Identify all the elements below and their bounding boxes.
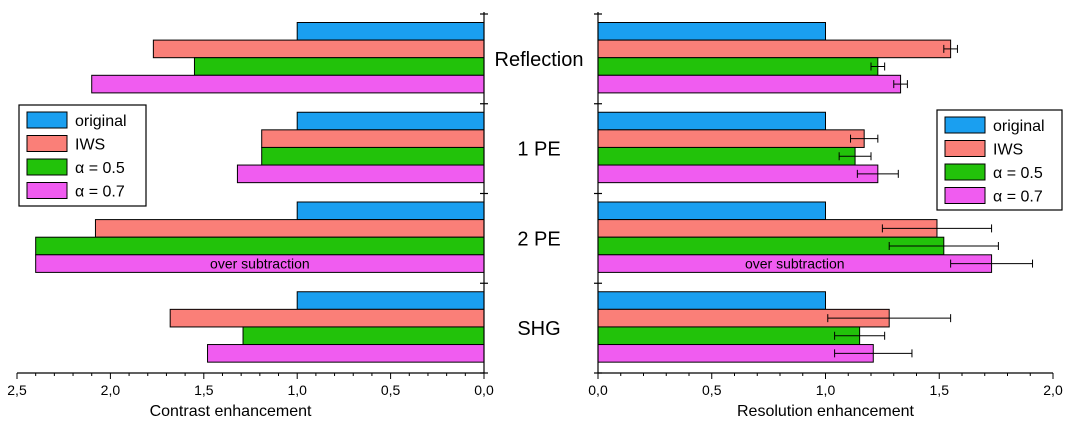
bar — [296, 291, 485, 310]
legend-label: IWS — [75, 137, 105, 154]
bar — [597, 74, 902, 94]
legend-label: α = 0.7 — [993, 189, 1043, 206]
contrast-panel: over subtraction 2,5 2,0 1,5 1,0 0,5 0,0 Contra… — [7, 12, 494, 420]
x-tick-label: 1,5 — [930, 382, 950, 398]
x-tick-label: 0,5 — [702, 382, 722, 398]
bar — [152, 39, 485, 59]
bar — [296, 111, 485, 131]
legend-swatch — [26, 158, 68, 176]
category-label: Reflection — [495, 49, 584, 71]
legend: original IWS α = 0.5 α = 0.7 — [936, 109, 1063, 211]
legend-swatch — [26, 135, 68, 152]
legend-swatch — [944, 116, 986, 134]
x-tick-label: 0,0 — [588, 382, 608, 398]
x-axis-label: Resolution enhancement — [737, 403, 915, 420]
bar — [597, 344, 874, 363]
legend-label: original — [75, 113, 127, 130]
resolution-panel: over subtraction 0,0 0,5 1,0 1,5 2,0 Resolutio… — [588, 12, 1063, 420]
bar — [169, 308, 485, 328]
bar — [193, 57, 485, 76]
bar — [597, 22, 826, 41]
bar — [296, 22, 485, 41]
legend-label: α = 0.7 — [75, 184, 125, 201]
bar — [296, 201, 485, 221]
legend-swatch — [26, 111, 68, 129]
legend-label: original — [993, 118, 1045, 135]
bar-annotation: over subtraction — [210, 256, 310, 272]
bar — [597, 146, 856, 166]
bar — [597, 57, 879, 76]
legend: original IWS α = 0.5 α = 0.7 — [18, 104, 147, 207]
legend-swatch — [944, 140, 986, 157]
bar-annotation: over subtraction — [745, 256, 845, 272]
category-label: 1 PE — [517, 139, 560, 161]
legend-swatch — [26, 182, 68, 199]
bar — [597, 201, 826, 221]
bar — [261, 129, 485, 148]
bar — [91, 74, 485, 94]
bar — [597, 291, 826, 310]
bar — [94, 219, 485, 238]
bar — [597, 39, 952, 59]
x-tick-label: 2,5 — [7, 382, 27, 398]
x-axis-label: Contrast enhancement — [150, 403, 312, 420]
bar — [261, 146, 485, 166]
x-tick-label: 1,5 — [194, 382, 214, 398]
bar — [236, 164, 485, 184]
bar — [35, 236, 485, 256]
bar — [597, 111, 826, 131]
bar — [597, 129, 865, 148]
x-tick-label: 1,0 — [816, 382, 836, 398]
category-label: SHG — [517, 318, 560, 340]
legend-swatch — [944, 187, 986, 204]
x-tick-label: 0,0 — [474, 382, 494, 398]
x-tick-label: 2,0 — [1043, 382, 1063, 398]
bar — [242, 326, 485, 346]
x-tick-label: 0,5 — [381, 382, 401, 398]
legend-swatch — [944, 163, 986, 181]
bar — [597, 164, 879, 184]
legend-label: α = 0.5 — [993, 165, 1043, 182]
category-label: 2 PE — [517, 228, 560, 250]
x-tick-label: 2,0 — [101, 382, 121, 398]
bar — [207, 344, 485, 363]
legend-label: IWS — [993, 142, 1023, 159]
legend-label: α = 0.5 — [75, 160, 125, 177]
bar — [597, 326, 861, 346]
x-tick-label: 1,0 — [287, 382, 307, 398]
